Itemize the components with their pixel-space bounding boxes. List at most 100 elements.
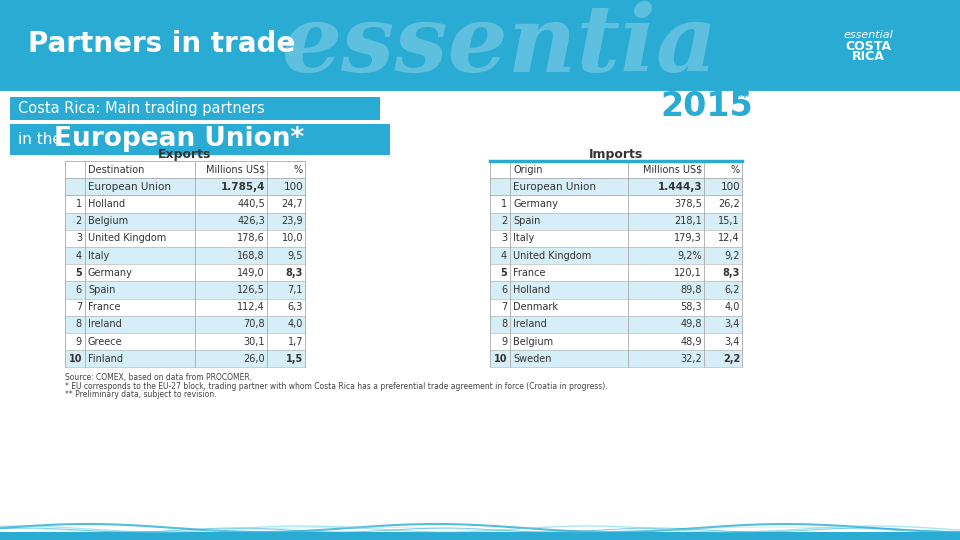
Text: COSTA: COSTA bbox=[845, 39, 891, 52]
Text: 100: 100 bbox=[720, 182, 740, 192]
Text: 440,5: 440,5 bbox=[237, 199, 265, 209]
FancyBboxPatch shape bbox=[65, 213, 305, 230]
Text: ** Preliminary data, subject to revision.: ** Preliminary data, subject to revision… bbox=[65, 390, 217, 400]
Text: Millions US$: Millions US$ bbox=[643, 165, 702, 174]
FancyBboxPatch shape bbox=[65, 161, 305, 178]
Text: 49,8: 49,8 bbox=[681, 319, 702, 329]
FancyBboxPatch shape bbox=[65, 230, 305, 247]
Text: 32,2: 32,2 bbox=[681, 354, 702, 364]
Text: 9,5: 9,5 bbox=[287, 251, 303, 261]
Text: 1.444,3: 1.444,3 bbox=[658, 182, 702, 192]
Text: Greece: Greece bbox=[88, 336, 123, 347]
Text: 218,1: 218,1 bbox=[674, 216, 702, 226]
Text: essential: essential bbox=[843, 30, 893, 40]
Text: 2: 2 bbox=[501, 216, 507, 226]
Text: European Union: European Union bbox=[88, 182, 171, 192]
Text: 8,3: 8,3 bbox=[723, 268, 740, 278]
Text: essentia: essentia bbox=[282, 1, 718, 91]
FancyBboxPatch shape bbox=[65, 178, 305, 195]
Text: 30,1: 30,1 bbox=[244, 336, 265, 347]
Text: Origin: Origin bbox=[513, 165, 542, 174]
Text: 179,3: 179,3 bbox=[674, 233, 702, 244]
FancyBboxPatch shape bbox=[65, 247, 305, 264]
Text: 26,2: 26,2 bbox=[718, 199, 740, 209]
Text: Holland: Holland bbox=[88, 199, 125, 209]
FancyBboxPatch shape bbox=[10, 97, 380, 120]
Text: 10: 10 bbox=[493, 354, 507, 364]
FancyBboxPatch shape bbox=[490, 178, 742, 195]
Text: 8: 8 bbox=[501, 319, 507, 329]
FancyBboxPatch shape bbox=[0, 0, 960, 92]
Text: 5: 5 bbox=[75, 268, 82, 278]
Text: Source: COMEX, based on data from PROCOMER.: Source: COMEX, based on data from PROCOM… bbox=[65, 373, 252, 382]
Text: %: % bbox=[731, 165, 740, 174]
Text: **: ** bbox=[734, 91, 750, 106]
FancyBboxPatch shape bbox=[490, 316, 742, 333]
Text: 9: 9 bbox=[76, 336, 82, 347]
Text: France: France bbox=[513, 268, 545, 278]
FancyBboxPatch shape bbox=[490, 247, 742, 264]
Text: 149,0: 149,0 bbox=[237, 268, 265, 278]
Text: 7: 7 bbox=[76, 302, 82, 312]
FancyBboxPatch shape bbox=[490, 161, 742, 178]
Text: 4: 4 bbox=[76, 251, 82, 261]
Text: France: France bbox=[88, 302, 121, 312]
Text: 100: 100 bbox=[283, 182, 303, 192]
Text: Germany: Germany bbox=[88, 268, 132, 278]
FancyBboxPatch shape bbox=[490, 333, 742, 350]
FancyBboxPatch shape bbox=[65, 350, 305, 367]
Text: Costa Rica: Main trading partners: Costa Rica: Main trading partners bbox=[18, 101, 265, 116]
Text: 1,7: 1,7 bbox=[287, 336, 303, 347]
Text: Millions US$: Millions US$ bbox=[205, 165, 265, 174]
Text: United Kingdom: United Kingdom bbox=[513, 251, 591, 261]
Text: 89,8: 89,8 bbox=[681, 285, 702, 295]
Text: 2: 2 bbox=[76, 216, 82, 226]
Text: United Kingdom: United Kingdom bbox=[88, 233, 166, 244]
Text: Ireland: Ireland bbox=[88, 319, 122, 329]
Text: 6: 6 bbox=[76, 285, 82, 295]
Text: 4,0: 4,0 bbox=[725, 302, 740, 312]
Text: 1: 1 bbox=[501, 199, 507, 209]
Text: Germany: Germany bbox=[513, 199, 558, 209]
Text: 378,5: 378,5 bbox=[674, 199, 702, 209]
FancyBboxPatch shape bbox=[490, 230, 742, 247]
Text: 7,1: 7,1 bbox=[287, 285, 303, 295]
Text: 15,1: 15,1 bbox=[718, 216, 740, 226]
Text: Imports: Imports bbox=[588, 148, 643, 161]
Text: 1.785,4: 1.785,4 bbox=[221, 182, 265, 192]
Text: 6,3: 6,3 bbox=[288, 302, 303, 312]
Text: 3: 3 bbox=[76, 233, 82, 244]
Text: 1: 1 bbox=[76, 199, 82, 209]
Text: Belgium: Belgium bbox=[88, 216, 128, 226]
FancyBboxPatch shape bbox=[490, 264, 742, 281]
Text: 6,2: 6,2 bbox=[725, 285, 740, 295]
FancyBboxPatch shape bbox=[490, 213, 742, 230]
Text: RICA: RICA bbox=[852, 51, 884, 64]
Text: 426,3: 426,3 bbox=[237, 216, 265, 226]
FancyBboxPatch shape bbox=[490, 350, 742, 367]
FancyBboxPatch shape bbox=[65, 195, 305, 213]
Text: 112,4: 112,4 bbox=[237, 302, 265, 312]
Text: 4: 4 bbox=[501, 251, 507, 261]
FancyBboxPatch shape bbox=[65, 299, 305, 316]
Text: 5: 5 bbox=[500, 268, 507, 278]
Text: Spain: Spain bbox=[88, 285, 115, 295]
Text: * EU corresponds to the EU-27 block, trading partner with whom Costa Rica has a : * EU corresponds to the EU-27 block, tra… bbox=[65, 382, 608, 391]
Text: 24,7: 24,7 bbox=[281, 199, 303, 209]
Text: 2015: 2015 bbox=[660, 90, 753, 123]
Text: Spain: Spain bbox=[513, 216, 540, 226]
Text: 6: 6 bbox=[501, 285, 507, 295]
FancyBboxPatch shape bbox=[490, 195, 742, 213]
Text: 2,2: 2,2 bbox=[723, 354, 740, 364]
Text: Belgium: Belgium bbox=[513, 336, 553, 347]
Text: 3,4: 3,4 bbox=[725, 319, 740, 329]
Text: Partners in trade: Partners in trade bbox=[28, 30, 296, 58]
Text: 3,4: 3,4 bbox=[725, 336, 740, 347]
FancyBboxPatch shape bbox=[10, 124, 390, 155]
Text: 178,6: 178,6 bbox=[237, 233, 265, 244]
Text: 168,8: 168,8 bbox=[237, 251, 265, 261]
Text: 10,0: 10,0 bbox=[281, 233, 303, 244]
Text: Italy: Italy bbox=[513, 233, 535, 244]
FancyBboxPatch shape bbox=[65, 264, 305, 281]
Text: Destination: Destination bbox=[88, 165, 144, 174]
